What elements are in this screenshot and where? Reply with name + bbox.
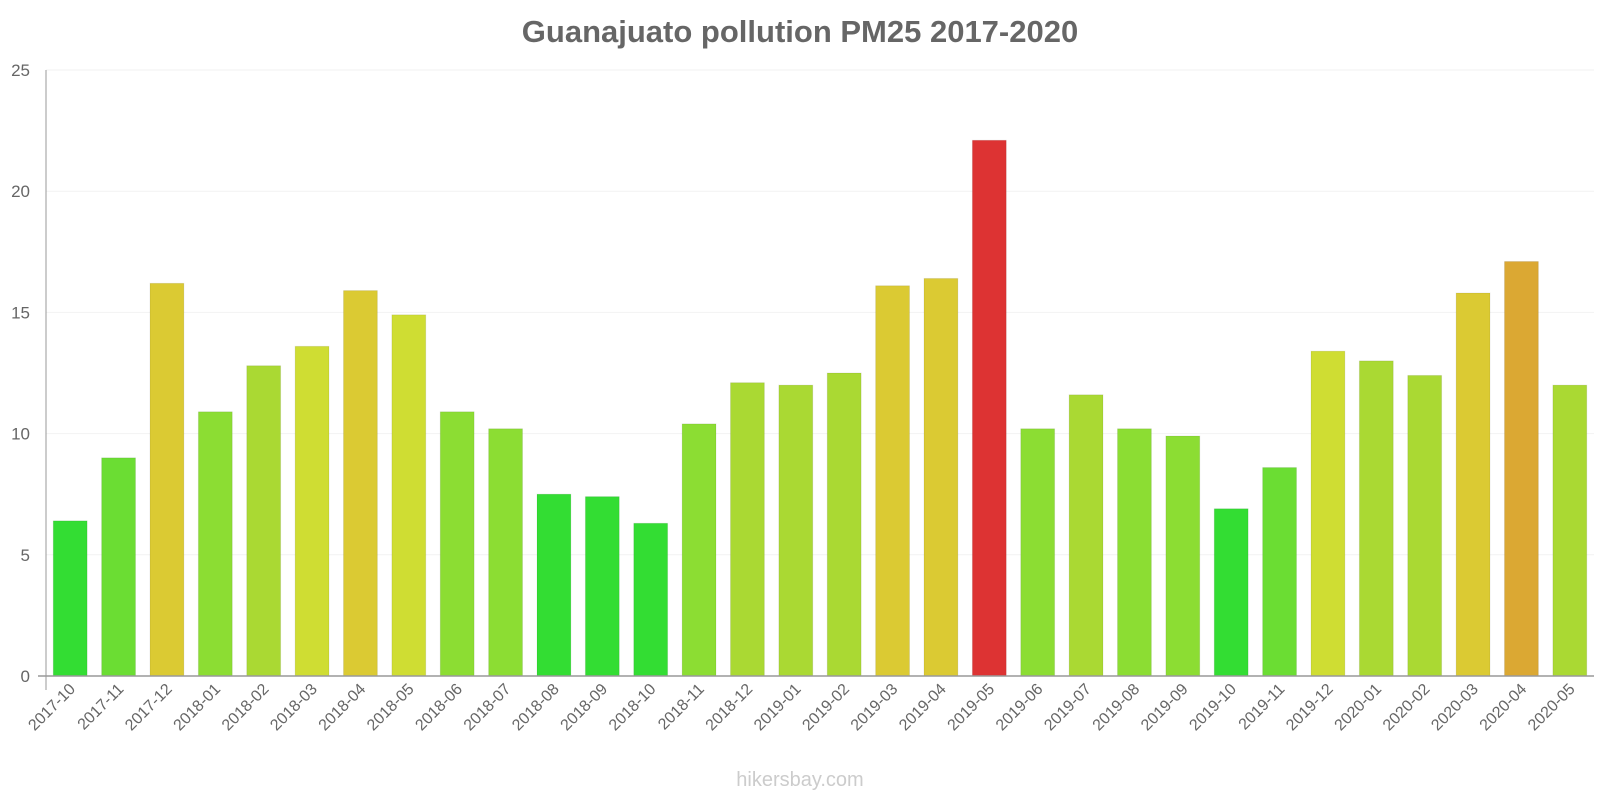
bars <box>52 139 1588 677</box>
bar-2018-11[interactable] <box>681 423 717 677</box>
x-tick-label: 2017-11 <box>75 681 128 734</box>
x-tick-label: 2018-05 <box>364 681 418 735</box>
bar-2020-03[interactable] <box>1455 292 1491 677</box>
x-tick-label: 2018-11 <box>655 681 708 734</box>
y-tick-label: 5 <box>21 546 30 565</box>
x-tick-label: 2018-04 <box>316 681 370 735</box>
x-tick-label: 2020-02 <box>1380 681 1434 735</box>
bar-2019-08[interactable] <box>1117 428 1152 677</box>
x-tick-label: 2020-03 <box>1428 681 1482 735</box>
bar-2019-05[interactable] <box>971 139 1007 677</box>
x-tick-label: 2020-04 <box>1477 681 1531 735</box>
y-tick-label: 10 <box>11 425 30 444</box>
x-tick-label: 2018-08 <box>509 681 563 735</box>
x-tick-label: 2018-10 <box>606 681 660 735</box>
bar-2018-06[interactable] <box>439 411 475 677</box>
bar-2018-03[interactable] <box>294 345 330 677</box>
y-tick-label: 0 <box>21 667 30 686</box>
x-tick-label: 2019-02 <box>799 681 853 735</box>
x-tick-label: 2019-03 <box>848 681 902 735</box>
bar-2018-07[interactable] <box>488 428 523 677</box>
bar-2019-09[interactable] <box>1165 435 1201 677</box>
bar-2018-10[interactable] <box>633 522 669 677</box>
x-tick-label: 2018-03 <box>267 681 321 735</box>
bar-2020-01[interactable] <box>1358 360 1394 677</box>
x-tick-label: 2019-09 <box>1138 681 1192 735</box>
axes <box>38 70 1594 690</box>
y-tick-label: 25 <box>11 61 30 80</box>
x-tick-label: 2018-12 <box>703 681 757 735</box>
bar-2018-09[interactable] <box>584 496 620 677</box>
bar-2019-12[interactable] <box>1310 350 1346 677</box>
bar-2018-08[interactable] <box>536 493 572 677</box>
x-tick-label: 2018-01 <box>171 681 225 735</box>
x-tick-label: 2018-09 <box>558 681 612 735</box>
x-tick-label: 2019-06 <box>993 681 1047 735</box>
bar-2019-01[interactable] <box>778 384 814 677</box>
bar-2017-11[interactable] <box>101 457 136 677</box>
y-axis-ticks: 0 5 10 15 20 25 <box>11 61 30 686</box>
bar-2018-04[interactable] <box>343 290 378 677</box>
bar-2018-12[interactable] <box>730 382 765 677</box>
y-tick-label: 20 <box>11 182 30 201</box>
bar-2018-02[interactable] <box>246 365 282 677</box>
x-tick-label: 2019-10 <box>1186 681 1240 735</box>
x-tick-label: 2018-02 <box>219 681 273 735</box>
x-tick-label: 2019-07 <box>1041 681 1095 735</box>
bar-2020-02[interactable] <box>1407 374 1443 677</box>
x-tick-label: 2019-04 <box>896 681 950 735</box>
x-tick-label: 2019-11 <box>1236 681 1289 734</box>
x-tick-label: 2020-01 <box>1332 681 1386 735</box>
x-tick-label: 2017-12 <box>122 681 176 735</box>
bar-2019-10[interactable] <box>1213 508 1249 677</box>
x-axis-ticks: 2017-102017-112017-122018-012018-022018-… <box>25 681 1578 735</box>
bar-2018-01[interactable] <box>197 411 233 677</box>
bar-2019-04[interactable] <box>923 277 959 677</box>
x-tick-label: 2019-01 <box>751 681 805 735</box>
bar-2019-06[interactable] <box>1020 428 1056 677</box>
bar-2019-07[interactable] <box>1068 394 1104 677</box>
bar-2019-03[interactable] <box>875 285 910 677</box>
x-tick-label: 2017-10 <box>25 681 79 735</box>
bar-2018-05[interactable] <box>391 314 427 677</box>
x-tick-label: 2019-05 <box>945 681 999 735</box>
x-tick-label: 2020-05 <box>1525 681 1579 735</box>
x-tick-label: 2018-07 <box>461 681 515 735</box>
x-tick-label: 2019-12 <box>1283 681 1337 735</box>
x-tick-label: 2018-06 <box>412 681 466 735</box>
bar-2017-10[interactable] <box>52 520 88 677</box>
bar-2019-11[interactable] <box>1262 467 1297 677</box>
y-tick-label: 15 <box>11 303 30 322</box>
bar-2019-02[interactable] <box>826 372 862 677</box>
bar-2017-12[interactable] <box>149 282 185 677</box>
x-tick-label: 2019-08 <box>1090 681 1144 735</box>
watermark: hikersbay.com <box>736 769 864 791</box>
chart-title: Guanajuato pollution PM25 2017-2020 <box>521 14 1079 49</box>
bar-2020-05[interactable] <box>1552 384 1588 677</box>
bar-2020-04[interactable] <box>1504 260 1539 677</box>
